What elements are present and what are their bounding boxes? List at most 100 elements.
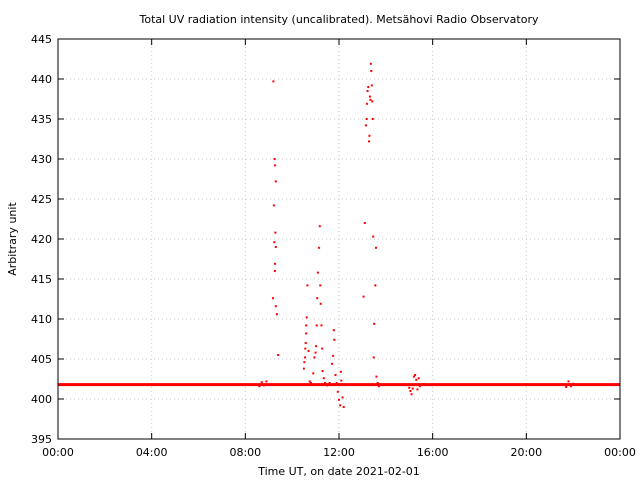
data-point [369,98,372,101]
data-point [343,383,346,386]
data-point [370,84,373,87]
data-point [315,345,318,348]
data-point [375,375,378,378]
data-point [305,332,308,335]
y-tick-label: 445 [31,33,52,46]
data-point [314,351,317,354]
data-point [371,100,374,103]
data-point [335,382,338,384]
data-point [410,393,413,396]
data-point [365,118,368,120]
data-point [271,297,274,300]
data-point [319,284,322,287]
data-point [321,370,324,372]
data-point [258,385,261,388]
data-point [318,246,321,249]
data-point [377,385,380,388]
data-point [328,382,331,384]
data-point [376,382,379,384]
data-point [307,350,310,352]
data-point [371,118,374,120]
x-tick-label: 04:00 [136,446,168,459]
data-point [367,86,370,88]
data-point [367,140,370,143]
y-axis-label: Arbitrary unit [6,202,19,276]
data-point [304,356,307,359]
data-point [363,222,366,224]
y-tick-label: 400 [31,393,52,406]
data-point [277,354,280,356]
y-tick-label: 430 [31,153,52,166]
data-point [340,379,343,382]
data-point [275,313,278,316]
data-point [273,270,276,272]
data-point [274,164,277,167]
data-point [321,347,324,350]
data-point [332,354,335,357]
data-point [312,372,315,375]
data-point [304,342,307,344]
data-point [342,406,345,408]
y-tick-label: 420 [31,233,52,246]
data-point [372,356,375,359]
data-point [417,377,420,380]
data-point [339,404,342,407]
y-tick-label: 415 [31,273,52,286]
baseline-band [58,383,620,387]
data-point [411,387,414,390]
axis-ticks [57,38,621,440]
y-tick-label: 435 [31,113,52,126]
data-point [569,385,572,388]
x-tick-label: 20:00 [510,446,542,459]
grid-lines [58,39,620,439]
data-point [274,262,277,265]
data-point [572,382,575,385]
data-point [304,347,307,350]
data-point [319,302,322,305]
data-point [565,386,568,388]
data-point [303,361,306,364]
data-point [274,246,277,248]
data-points [258,62,575,408]
data-point [305,316,308,319]
data-point [274,231,277,234]
data-point [308,380,311,383]
y-tick-label: 440 [31,73,52,86]
data-point [408,386,411,389]
y-tick-label: 405 [31,353,52,366]
data-point [273,158,276,160]
x-tick-label: 00:00 [604,446,636,459]
data-point [416,388,419,391]
y-tick-label: 410 [31,313,52,326]
data-point [415,378,418,381]
x-tick-label: 12:00 [323,446,355,459]
data-point [362,295,365,298]
data-point [306,284,309,287]
data-point [330,362,333,365]
data-point [412,375,415,378]
data-point [339,370,342,373]
data-point [316,297,319,300]
data-point [326,384,329,387]
data-point [364,124,367,127]
data-point [318,225,321,228]
data-point [373,322,376,325]
data-point [305,324,308,327]
data-point [272,80,275,83]
data-point [322,377,325,380]
data-point [341,396,344,399]
data-point [418,385,421,388]
data-point [265,380,268,383]
x-tick-label: 16:00 [417,446,449,459]
data-point [338,398,340,401]
data-point [370,70,373,72]
data-point [372,235,375,238]
data-point [567,380,570,383]
data-point [374,284,377,287]
data-point [368,134,371,137]
data-point [333,338,336,341]
x-tick-label: 08:00 [229,446,261,459]
baseline-series [58,383,620,387]
data-point [323,382,326,384]
